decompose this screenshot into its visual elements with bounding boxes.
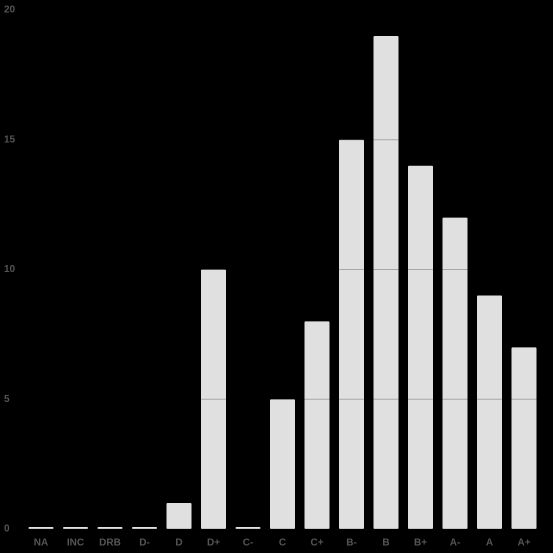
bar xyxy=(442,217,468,529)
bar xyxy=(339,139,364,529)
x-tick-label: B- xyxy=(346,538,357,549)
bar xyxy=(511,347,537,529)
bar xyxy=(201,269,226,529)
x-tick-label: D- xyxy=(139,538,150,549)
x-tick-label: A+ xyxy=(517,538,530,549)
x-tick-label: INC xyxy=(67,538,84,549)
bar xyxy=(304,321,330,529)
bar xyxy=(97,527,123,529)
x-tick-label: DRB xyxy=(99,538,121,549)
bar xyxy=(166,503,192,529)
bar xyxy=(477,295,502,529)
x-tick-label: A- xyxy=(450,538,461,549)
y-tick-label: 5 xyxy=(4,394,10,405)
x-tick-label: C xyxy=(279,538,286,549)
x-tick-label: NA xyxy=(34,538,48,549)
x-tick-label: A xyxy=(486,538,493,549)
y-tick-label: 0 xyxy=(4,524,10,535)
x-tick-label: B xyxy=(382,538,389,549)
x-tick-label: C+ xyxy=(310,538,323,549)
bar xyxy=(373,35,399,529)
bar xyxy=(132,527,157,529)
bar xyxy=(408,165,433,529)
y-tick-label: 15 xyxy=(4,134,16,145)
x-tick-label: C- xyxy=(243,538,254,549)
y-tick-label: 20 xyxy=(4,5,16,16)
bar xyxy=(270,399,295,529)
x-tick-label: B+ xyxy=(414,538,427,549)
bar xyxy=(235,527,261,529)
bar xyxy=(28,527,54,529)
x-tick-label: D+ xyxy=(207,538,220,549)
x-tick-label: D xyxy=(175,538,182,549)
y-tick-label: 10 xyxy=(4,264,16,275)
bar xyxy=(63,527,88,529)
